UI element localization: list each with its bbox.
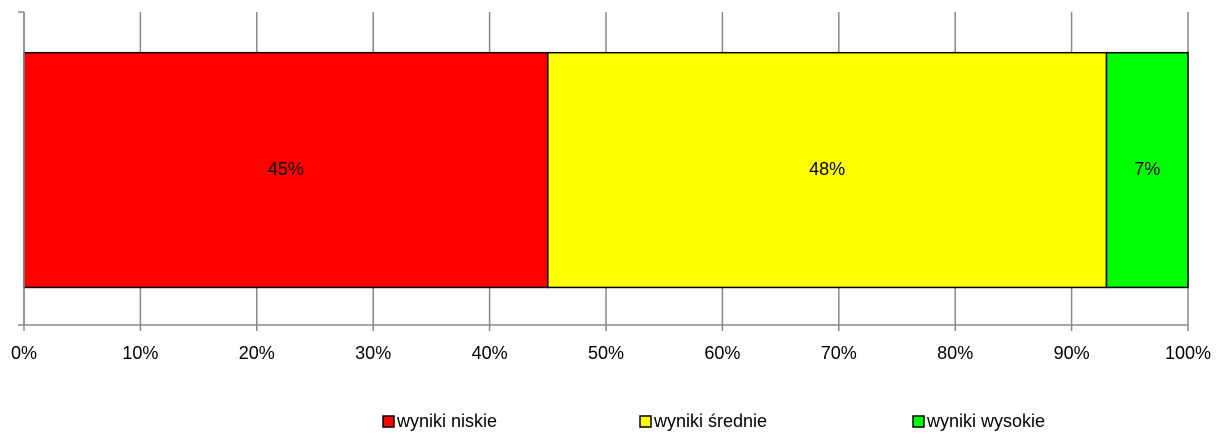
- data-label: 45%: [268, 159, 304, 179]
- x-tick-label: 40%: [472, 343, 508, 363]
- bar-segment: [23, 51, 549, 289]
- labels: 0% 10% 20% 30% 40% 50% 60% 70% 80% 90% 100% 45% 48% 7…: [11, 159, 1211, 431]
- x-tick-label: 70%: [821, 343, 857, 363]
- x-tick-label: 20%: [239, 343, 275, 363]
- legend-label: wyniki wysokie: [926, 411, 1045, 431]
- data-label: 48%: [809, 159, 845, 179]
- legend-label: wyniki niskie: [396, 411, 497, 431]
- x-tick-label: 90%: [1054, 343, 1090, 363]
- legend-swatch: [639, 415, 652, 428]
- data-label: 7%: [1134, 159, 1160, 179]
- bar-segment: [1105, 51, 1189, 289]
- legend-label: wyniki średnie: [653, 411, 767, 431]
- x-tick-label: 60%: [704, 343, 740, 363]
- x-tick-label: 100%: [1165, 343, 1211, 363]
- x-tick-label: 30%: [355, 343, 391, 363]
- x-tick-label: 0%: [11, 343, 37, 363]
- bar-segment: [547, 51, 1108, 289]
- legend-swatch: [912, 415, 925, 428]
- x-tick-label: 50%: [588, 343, 624, 363]
- x-tick-label: 10%: [122, 343, 158, 363]
- bars: [23, 51, 1189, 289]
- x-tick-label: 80%: [937, 343, 973, 363]
- legend-swatch: [382, 415, 395, 428]
